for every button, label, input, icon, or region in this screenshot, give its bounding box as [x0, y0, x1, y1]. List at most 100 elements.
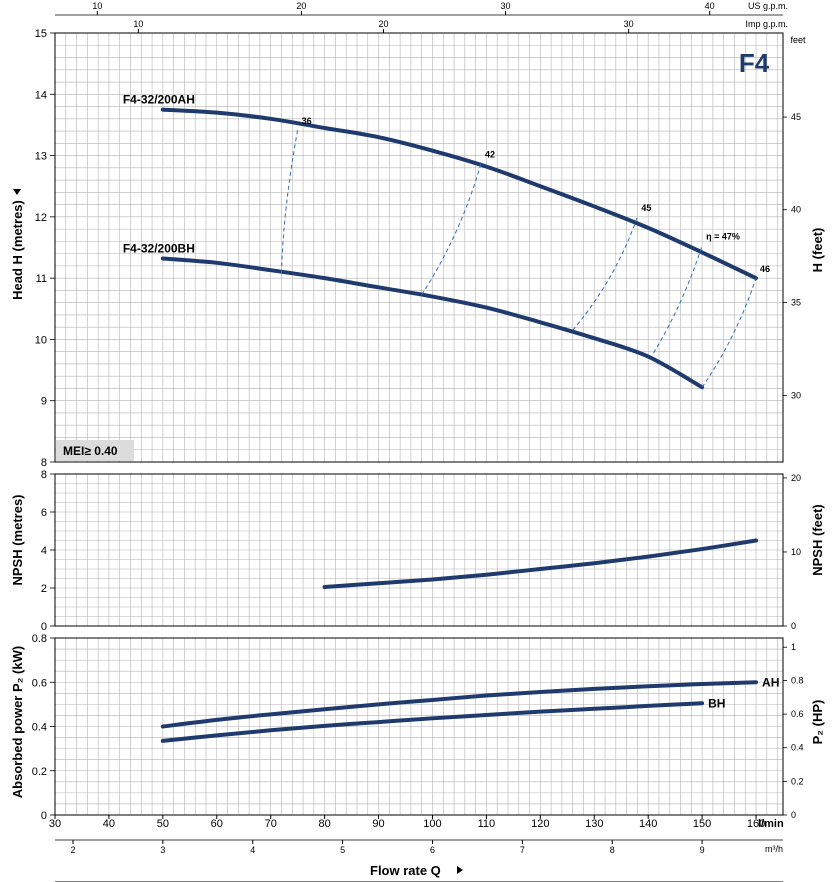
y-tick-label: 9	[41, 396, 47, 408]
head-panel: 8 9 10 11 12 13 14 15 30 35 40 45 F4-32/200AH F4-32/2…	[35, 28, 806, 469]
m3h-tick-label: 8	[610, 845, 615, 855]
x-tick-label: 80	[319, 818, 331, 830]
impgpm-unit: Imp g.p.m.	[745, 19, 788, 29]
efficiency-line	[572, 216, 638, 331]
power-panel: 0 0.2 0.4 0.6 0.8 0 0.2 0.4 0.6 0.8 1 AH BH	[32, 633, 804, 822]
x-tick-label: 50	[157, 818, 169, 830]
x-tick-label: 60	[211, 818, 223, 830]
x-tick-label: 150	[693, 818, 711, 830]
y-right-tick-label: 0.2	[791, 776, 804, 786]
y-tick-label: 11	[36, 273, 47, 285]
head-ylabel: Head H (metres)	[10, 200, 25, 300]
y-right-tick-label: 0	[791, 810, 796, 820]
y-right-tick-label: 40	[791, 205, 801, 215]
x-tick-label: 130	[585, 818, 603, 830]
m3h-unit: m³/h	[765, 844, 783, 854]
y-labels: Head H (metres) H (feet) NPSH (metres) N…	[10, 189, 825, 798]
m3h-tick-label: 7	[520, 845, 525, 855]
y-tick-label: 0	[41, 810, 47, 822]
x-tick-label: 40	[103, 818, 115, 830]
y-tick-label: 2	[41, 583, 47, 595]
series-line-ah	[160, 680, 759, 729]
y-right-tick-label: 35	[791, 297, 801, 307]
efficiency-line	[280, 129, 299, 274]
power-ylabel-right: P₂ (HP)	[810, 700, 825, 745]
impgpm-tick-label: 10	[133, 19, 143, 29]
series-label: F4-32/200BH	[123, 242, 195, 256]
y-right-tick-label: 0.4	[791, 743, 804, 753]
y-tick-label: 6	[41, 507, 47, 519]
y-tick-label: 4	[41, 545, 47, 557]
efficiency-label: 46	[760, 264, 770, 274]
bottom-scales: 30 40 50 60 70 80 90 100 110 120 130 140 150 160 2 3 4 5…	[49, 815, 784, 882]
impgpm-tick-label: 20	[379, 19, 389, 29]
y-right-tick-label: 20	[791, 473, 801, 483]
usgpm-tick-label: 40	[705, 1, 715, 11]
y-right-tick-label: 0	[791, 621, 796, 631]
right-unit-label: feet	[790, 35, 806, 45]
x-tick-label: 120	[531, 818, 549, 830]
m3h-tick-label: 2	[70, 845, 75, 855]
usgpm-unit: US g.p.m.	[748, 1, 788, 11]
triangle-up-icon	[13, 189, 21, 195]
usgpm-tick-label: 30	[501, 1, 511, 11]
efficiency-line	[653, 245, 703, 354]
x-tick-label: 90	[372, 818, 384, 830]
power-ylabel: Absorbed power P₂ (kW)	[10, 646, 25, 798]
y-right-tick-label: 0.8	[791, 675, 804, 685]
efficiency-label: 42	[485, 150, 495, 160]
top-scales: 10 20 30 40 10 20 30 US g.p.m. Imp g.p.m.	[55, 1, 788, 34]
impgpm-tick-label: 30	[624, 19, 634, 29]
usgpm-tick-label: 10	[92, 1, 102, 11]
y-tick-label: 10	[35, 334, 47, 346]
m3h-tick-label: 6	[430, 845, 435, 855]
x-tick-label: 100	[423, 818, 441, 830]
model-label: F4	[739, 48, 770, 78]
x-tick-label: 160	[747, 818, 765, 830]
y-right-tick-label: 10	[791, 547, 801, 557]
mei-badge	[56, 440, 134, 461]
y-tick-label: 15	[35, 28, 47, 40]
head-ylabel-right: H (feet)	[810, 228, 825, 273]
y-tick-label: 0.8	[32, 633, 47, 645]
series-label: BH	[708, 696, 725, 710]
y-tick-label: 13	[35, 151, 47, 163]
efficiency-label: 36	[302, 116, 312, 126]
x-tick-label: 110	[478, 818, 496, 830]
efficiency-label: η = 47%	[706, 232, 740, 242]
x-axis-label: Flow rate Q	[370, 863, 441, 878]
series-label: AH	[762, 675, 779, 689]
plot-frame	[54, 32, 784, 463]
y-tick-label: 0	[41, 621, 47, 633]
y-tick-label: 8	[41, 469, 47, 481]
usgpm-tick-label: 20	[296, 1, 306, 11]
x-tick-label: 30	[49, 818, 61, 830]
m3h-tick-label: 9	[700, 845, 705, 855]
x-tick-label: 70	[265, 818, 277, 830]
m3h-tick-label: 5	[340, 845, 345, 855]
m3h-tick-label: 4	[250, 845, 255, 855]
y-tick-label: 0.2	[32, 766, 47, 778]
npsh-ylabel: NPSH (metres)	[10, 494, 25, 585]
efficiency-line	[701, 277, 757, 388]
series-line-f4-32-200ah	[160, 107, 759, 281]
series-line-npsh	[322, 538, 759, 590]
series-line-bh	[160, 701, 705, 743]
y-tick-label: 12	[35, 212, 47, 224]
efficiency-line	[421, 163, 482, 295]
y-tick-label: 14	[35, 89, 47, 101]
npsh-ylabel-right: NPSH (feet)	[810, 504, 825, 576]
mei-annotation: MEI≥ 0.40	[63, 444, 118, 458]
y-right-tick-label: 30	[791, 391, 801, 401]
triangle-right-icon	[457, 866, 463, 874]
lmin-unit: l/min	[758, 818, 784, 830]
x-tick-label: 140	[639, 818, 657, 830]
series-line-f4-32-200bh	[160, 256, 705, 390]
series-label: F4-32/200AH	[123, 93, 195, 107]
y-tick-label: 0.6	[32, 677, 47, 689]
y-right-tick-label: 0.6	[791, 709, 804, 719]
y-right-tick-label: 1	[791, 642, 796, 652]
npsh-panel: 0 2 4 6 8 0 10 20	[41, 469, 801, 633]
efficiency-label: 45	[641, 203, 651, 213]
y-right-tick-label: 45	[791, 112, 801, 122]
